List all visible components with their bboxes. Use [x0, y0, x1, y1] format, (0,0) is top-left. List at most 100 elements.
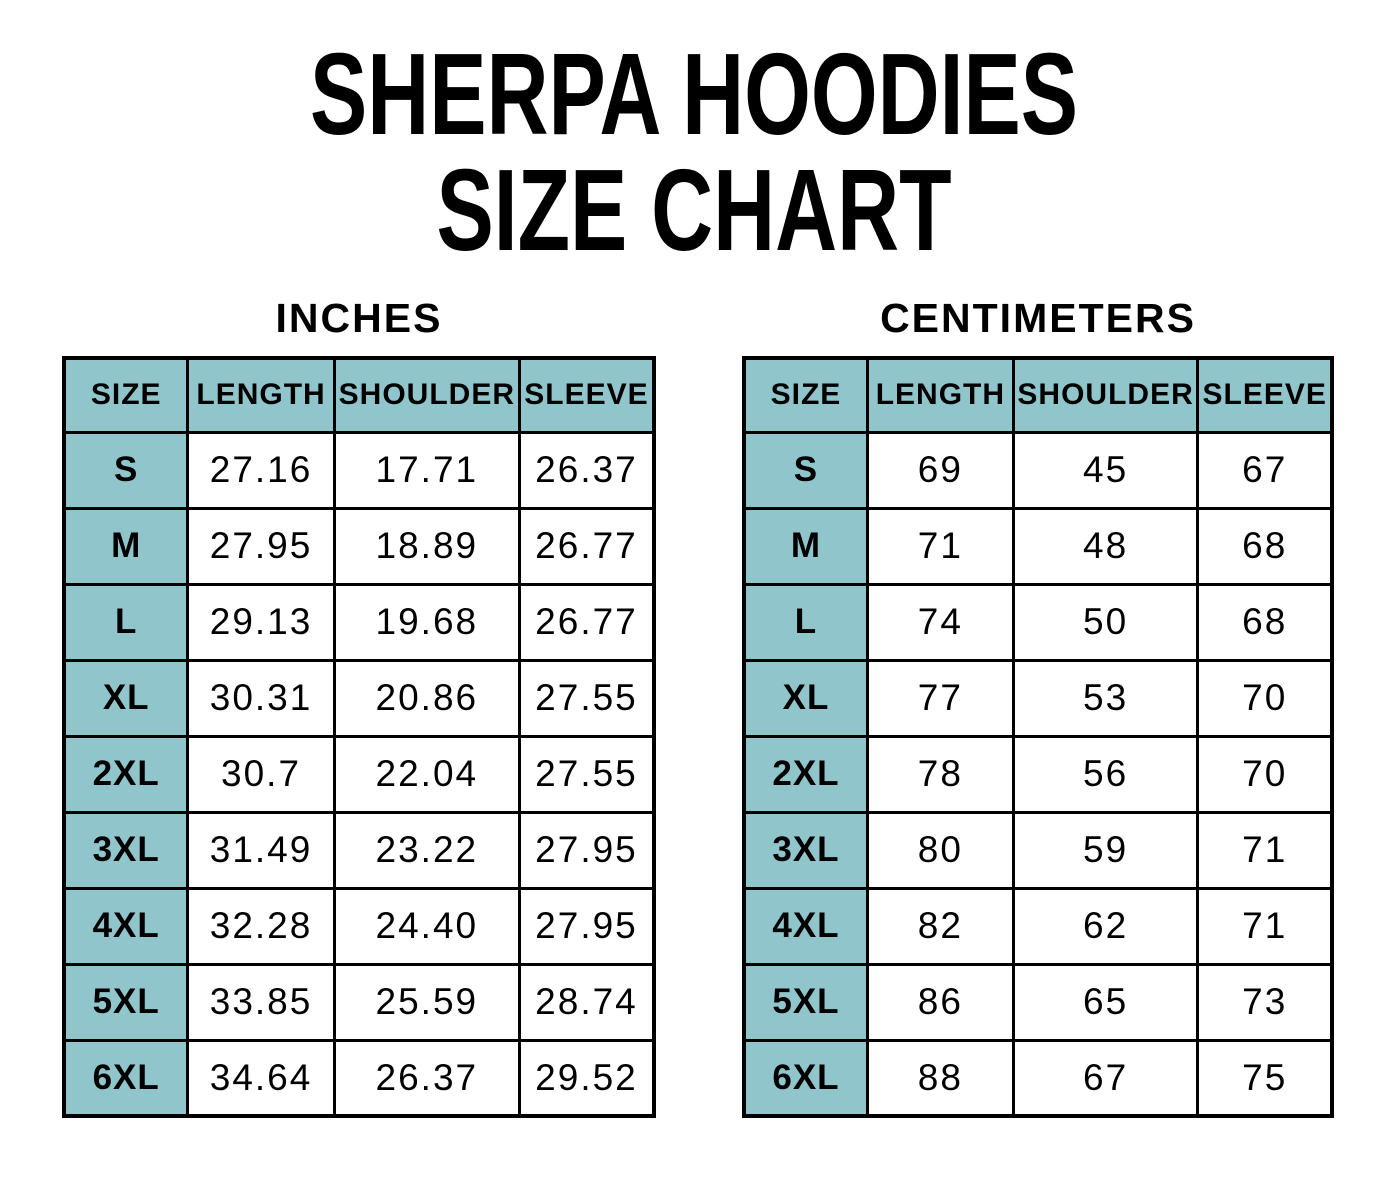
measurement-value: 34.64	[186, 1038, 336, 1118]
measurement-value: 80	[865, 810, 1015, 890]
table-row: M 71 48 68	[742, 506, 1334, 586]
measurement-value: 18.89	[332, 506, 521, 586]
measurement-value: 71	[865, 506, 1015, 586]
measurement-value: 33.85	[186, 962, 336, 1042]
centimeters-table-header: SIZE LENGTH SHOULDER SLEEVE	[742, 356, 1334, 434]
measurement-value: 32.28	[186, 886, 336, 966]
table-row: 5XL 33.85 25.59 28.74	[62, 962, 656, 1042]
measurement-value: 30.31	[186, 658, 336, 738]
table-row: L 29.13 19.68 26.77	[62, 582, 656, 662]
table-row: XL 30.31 20.86 27.55	[62, 658, 656, 738]
measurement-value: 65	[1011, 962, 1200, 1042]
inches-size-table: SIZE LENGTH SHOULDER SLEEVE S 27.16 17.71 26.3…	[62, 356, 656, 1118]
measurement-value: 25.59	[332, 962, 521, 1042]
measurement-value: 19.68	[332, 582, 521, 662]
measurement-value: 82	[865, 886, 1015, 966]
size-label: 6XL	[62, 1038, 190, 1118]
table-row: 6XL 88 67 75	[742, 1038, 1334, 1118]
measurement-value: 50	[1011, 582, 1200, 662]
measurement-value: 56	[1011, 734, 1200, 814]
column-header-size: SIZE	[742, 356, 869, 434]
header-row: SIZE LENGTH SHOULDER SLEEVE	[742, 356, 1334, 434]
measurement-value: 69	[865, 430, 1015, 510]
size-label: 2XL	[742, 734, 869, 814]
measurement-value: 27.16	[186, 430, 336, 510]
size-label: L	[62, 582, 190, 662]
table-row: S 27.16 17.71 26.37	[62, 430, 656, 510]
measurement-value: 45	[1011, 430, 1200, 510]
measurement-value: 68	[1196, 506, 1334, 586]
measurement-value: 71	[1196, 810, 1334, 890]
column-header-shoulder: SHOULDER	[332, 356, 521, 434]
measurement-value: 29.13	[186, 582, 336, 662]
column-header-length: LENGTH	[865, 356, 1015, 434]
measurement-value: 31.49	[186, 810, 336, 890]
table-row: 2XL 30.7 22.04 27.55	[62, 734, 656, 814]
measurement-value: 23.22	[332, 810, 521, 890]
centimeters-table-section: CENTIMETERS SIZE LENGTH SHOULDER SLEEVE S 69…	[742, 295, 1334, 1118]
inches-section-title: INCHES	[275, 295, 443, 341]
measurement-value: 20.86	[332, 658, 521, 738]
measurement-value: 78	[865, 734, 1015, 814]
size-label: M	[62, 506, 190, 586]
measurement-value: 59	[1011, 810, 1200, 890]
page-title-line-1: SHERPA HOODIES	[310, 29, 1078, 159]
measurement-value: 26.77	[517, 582, 656, 662]
header-row: SIZE LENGTH SHOULDER SLEEVE	[62, 356, 656, 434]
size-label: 4XL	[62, 886, 190, 966]
table-row: XL 77 53 70	[742, 658, 1334, 738]
measurement-value: 26.37	[517, 430, 656, 510]
table-row: L 74 50 68	[742, 582, 1334, 662]
size-label: 3XL	[742, 810, 869, 890]
measurement-value: 73	[1196, 962, 1334, 1042]
size-label: 5XL	[62, 962, 190, 1042]
measurement-value: 27.95	[186, 506, 336, 586]
measurement-value: 67	[1011, 1038, 1200, 1118]
column-header-sleeve: SLEEVE	[1196, 356, 1334, 434]
table-row: 4XL 32.28 24.40 27.95	[62, 886, 656, 966]
measurement-value: 48	[1011, 506, 1200, 586]
inches-table-header: SIZE LENGTH SHOULDER SLEEVE	[62, 356, 656, 434]
measurement-value: 27.95	[517, 886, 656, 966]
column-header-sleeve: SLEEVE	[517, 356, 656, 434]
measurement-value: 17.71	[332, 430, 521, 510]
measurement-value: 22.04	[332, 734, 521, 814]
size-label: S	[62, 430, 190, 510]
centimeters-table-body: S 69 45 67 M 71 48 68 L 74 50 68 XL 77 53 70 2XL 78 56 70 3X…	[742, 430, 1334, 1118]
measurement-value: 70	[1196, 734, 1334, 814]
measurement-value: 67	[1196, 430, 1334, 510]
size-label: 5XL	[742, 962, 869, 1042]
measurement-value: 29.52	[517, 1038, 656, 1118]
table-row: 3XL 80 59 71	[742, 810, 1334, 890]
column-header-size: SIZE	[62, 356, 190, 434]
measurement-value: 26.77	[517, 506, 656, 586]
table-row: 2XL 78 56 70	[742, 734, 1334, 814]
measurement-value: 24.40	[332, 886, 521, 966]
measurement-value: 75	[1196, 1038, 1334, 1118]
size-label: 4XL	[742, 886, 869, 966]
measurement-value: 27.55	[517, 658, 656, 738]
column-header-shoulder: SHOULDER	[1011, 356, 1200, 434]
size-label: XL	[742, 658, 869, 738]
size-label: 3XL	[62, 810, 190, 890]
measurement-value: 27.95	[517, 810, 656, 890]
size-label: L	[742, 582, 869, 662]
column-header-length: LENGTH	[186, 356, 336, 434]
centimeters-size-table: SIZE LENGTH SHOULDER SLEEVE S 69 45 67 M 71 48 68 L…	[742, 356, 1334, 1118]
size-label: 6XL	[742, 1038, 869, 1118]
page-title: SHERPA HOODIES SIZE CHART	[0, 36, 1388, 268]
table-row: S 69 45 67	[742, 430, 1334, 510]
measurement-value: 77	[865, 658, 1015, 738]
measurement-value: 62	[1011, 886, 1200, 966]
page-title-line-2: SIZE CHART	[436, 145, 952, 275]
measurement-value: 74	[865, 582, 1015, 662]
centimeters-section-title: CENTIMETERS	[880, 295, 1196, 341]
measurement-value: 28.74	[517, 962, 656, 1042]
table-row: 6XL 34.64 26.37 29.52	[62, 1038, 656, 1118]
inches-table-section: INCHES SIZE LENGTH SHOULDER SLEEVE S 27.16 17…	[62, 295, 656, 1118]
measurement-value: 88	[865, 1038, 1015, 1118]
size-label: S	[742, 430, 869, 510]
table-row: 4XL 82 62 71	[742, 886, 1334, 966]
measurement-value: 71	[1196, 886, 1334, 966]
measurement-value: 70	[1196, 658, 1334, 738]
